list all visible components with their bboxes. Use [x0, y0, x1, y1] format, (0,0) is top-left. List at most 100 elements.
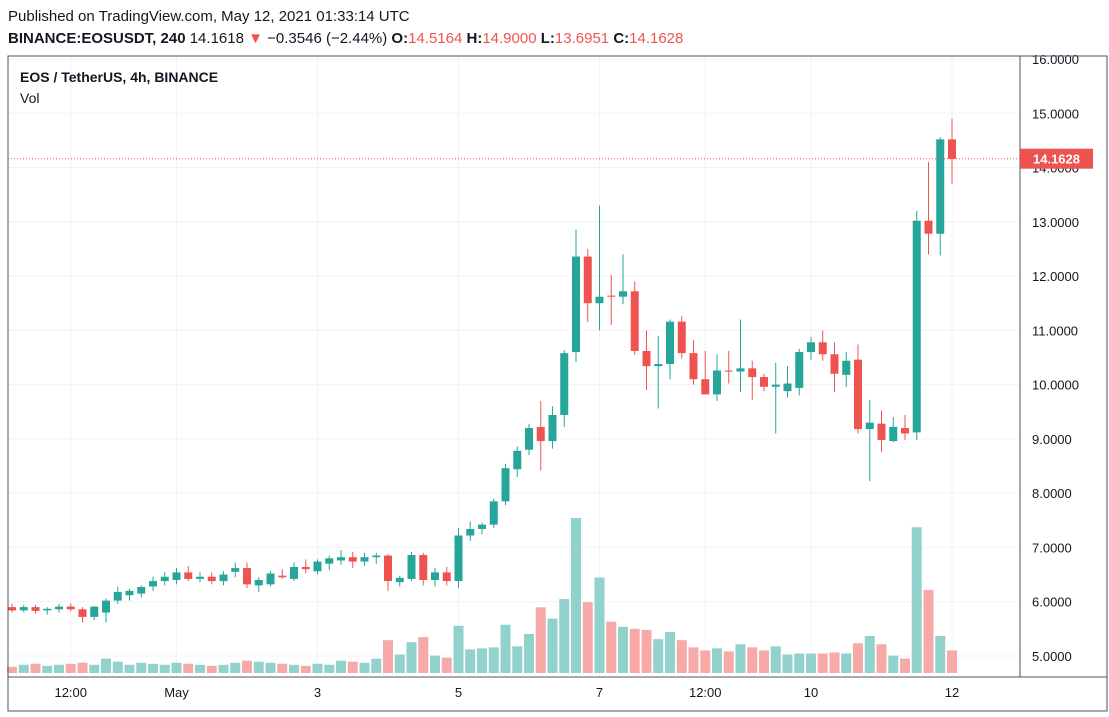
volume-bar [242, 660, 252, 673]
y-tick-label: 9.0000 [1032, 432, 1072, 447]
candle-body [795, 352, 804, 388]
candle-body [771, 384, 780, 387]
volume-bar [112, 661, 123, 673]
volume-bar [888, 655, 899, 673]
candle-body [184, 572, 193, 579]
candle-body [31, 607, 40, 611]
volume-bar [206, 665, 217, 673]
candle-body [254, 579, 263, 586]
candle-body [713, 370, 721, 395]
volume-bar [512, 646, 523, 673]
candle-body [19, 607, 28, 611]
candle-body [513, 450, 522, 470]
volume-bar [535, 607, 546, 673]
volume-bar [911, 527, 922, 673]
high-value: 14.9000 [482, 30, 537, 47]
candle-body [901, 428, 909, 434]
volume-bar [935, 636, 946, 673]
candle-body [348, 557, 357, 562]
volume-bar [195, 664, 205, 673]
candle-body [290, 566, 298, 579]
volume-bar [582, 602, 593, 673]
candle-body [172, 572, 181, 580]
candle-body [466, 528, 475, 536]
candle-body [360, 557, 369, 562]
candle-body [419, 555, 428, 580]
open-value: 14.5164 [408, 30, 463, 47]
candle-body [78, 609, 87, 617]
y-tick-label: 10.0000 [1032, 378, 1079, 393]
candle-body [595, 296, 604, 304]
candle-body [489, 501, 498, 525]
candle-body [912, 220, 921, 433]
volume-bar [770, 646, 781, 673]
volume-bar [500, 624, 511, 673]
volume-bar [42, 665, 53, 673]
x-tick-label: 3 [314, 685, 321, 700]
candle-body [607, 295, 616, 297]
volume-bar [7, 666, 17, 673]
volume-bar [159, 664, 170, 673]
y-tick-label: 5.0000 [1032, 649, 1072, 664]
x-tick-label: 12:00 [54, 685, 87, 700]
candle-body [325, 558, 334, 564]
volume-bar [101, 658, 111, 673]
volume-bar [89, 664, 100, 673]
candle-body [160, 576, 169, 582]
volume-bar [136, 662, 147, 673]
candle-body [384, 555, 392, 582]
volume-bar [900, 658, 910, 673]
y-tick-label: 15.0000 [1032, 106, 1079, 121]
volume-bar [312, 663, 323, 673]
candle-body [149, 581, 157, 587]
y-tick-label: 13.0000 [1032, 215, 1079, 230]
volume-bar [864, 636, 875, 673]
candle-body [454, 535, 463, 582]
last-price-tag-label: 14.1628 [1033, 152, 1080, 167]
volume-bar [383, 640, 393, 673]
volume-bar [629, 628, 640, 673]
volume-bar [947, 650, 957, 673]
candle-body [102, 600, 110, 613]
candle-body [936, 139, 945, 234]
volume-bar [829, 652, 840, 673]
candle-body [818, 342, 827, 355]
volume-bar [688, 647, 699, 673]
candle-body [760, 377, 768, 387]
volume-bar [571, 518, 581, 673]
candle-body [854, 359, 862, 430]
candle-body [889, 426, 898, 442]
volume-bar [265, 662, 276, 673]
candle-body [748, 368, 757, 378]
candle-body [924, 220, 933, 234]
candle-body [66, 606, 75, 610]
candle-body [278, 575, 287, 578]
volume-bar [171, 662, 182, 673]
volume-bar [700, 650, 711, 673]
volume-bar [747, 647, 758, 673]
candle-body [137, 587, 146, 594]
candle-body [407, 555, 416, 579]
candle-body [266, 573, 275, 585]
high-label: H: [466, 30, 483, 47]
y-tick-label: 8.0000 [1032, 486, 1072, 501]
volume-bar [394, 654, 405, 673]
candle-body [196, 576, 204, 579]
candle-body [807, 342, 815, 353]
volume-bar [218, 664, 229, 673]
candle-body [948, 139, 956, 159]
volume-bar [300, 665, 311, 673]
chart-axes: 16.000015.000014.000013.000012.000011.00… [7, 52, 1108, 712]
published-line: Published on TradingView.com, May 12, 20… [8, 8, 410, 25]
volume-bar [230, 662, 241, 673]
chart-legend: EOS / TetherUS, 4h, BINANCE Vol [20, 67, 218, 109]
candle-body [219, 574, 228, 582]
candle-body [560, 353, 569, 416]
candle-body [630, 291, 639, 351]
y-tick-label: 16.0000 [1032, 52, 1079, 67]
volume-bar [782, 654, 793, 673]
volume-bar [606, 621, 617, 673]
volume-bar [183, 663, 194, 673]
x-tick-label: 12:00 [689, 685, 722, 700]
